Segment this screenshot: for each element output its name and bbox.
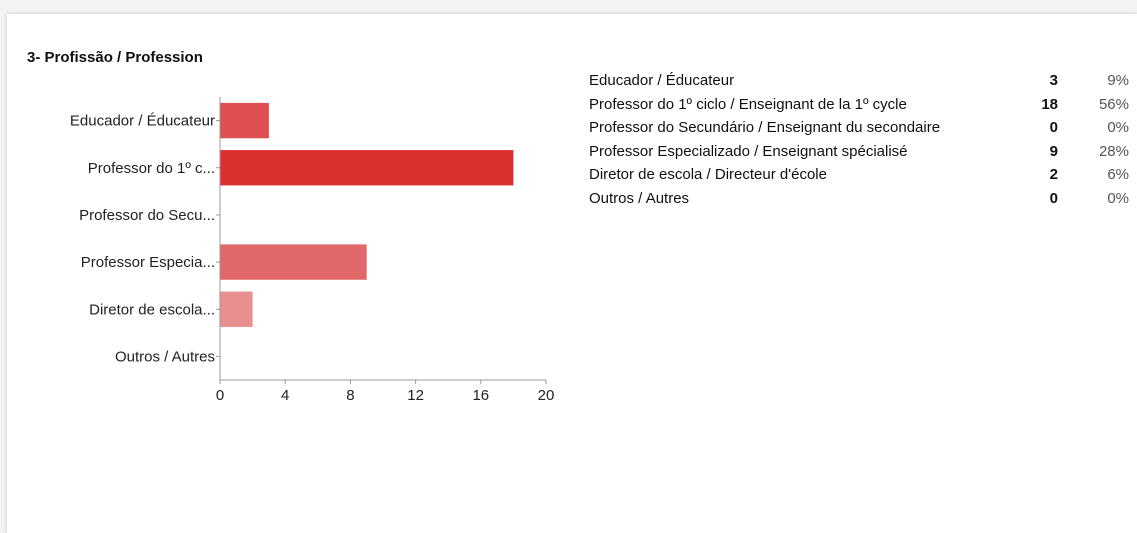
- summary-table: Educador / Éducateur 3 9% Professor do 1…: [589, 72, 1129, 214]
- question-title: 3- Profissão / Profession: [27, 49, 203, 66]
- summary-count: 0: [1049, 189, 1058, 207]
- bar: [220, 244, 367, 280]
- summary-label: Diretor de escola / Directeur d'école: [589, 166, 827, 184]
- summary-row: Professor do 1º ciclo / Enseignant de la…: [589, 96, 1129, 120]
- y-tick-label: Professor Especia...: [81, 254, 215, 271]
- summary-label: Professor do Secundário / Enseignant du …: [589, 119, 941, 137]
- summary-percent: 0%: [1107, 189, 1129, 207]
- y-tick-label: Professor do Secu...: [79, 207, 215, 224]
- question-card: [7, 14, 1137, 533]
- summary-percent: 9%: [1107, 72, 1129, 89]
- summary-percent: 6%: [1107, 166, 1129, 184]
- y-tick-label: Outros / Autres: [115, 348, 215, 365]
- bar: [220, 102, 269, 139]
- x-tick-label: 8: [346, 387, 354, 404]
- summary-percent: 56%: [1098, 95, 1129, 113]
- summary-row: Professor Especializado / Enseignant spé…: [589, 143, 1129, 167]
- summary-row: Diretor de escola / Directeur d'école 2 …: [589, 166, 1129, 190]
- summary-count: 2: [1049, 166, 1058, 184]
- summary-row: Outros / Autres 0 0%: [589, 190, 1129, 214]
- summary-count: 0: [1049, 119, 1058, 137]
- bar: [220, 150, 514, 186]
- summary-count: 18: [1041, 95, 1058, 113]
- summary-percent: 28%: [1098, 142, 1129, 160]
- summary-row: Educador / Éducateur 3 9%: [589, 72, 1129, 96]
- y-tick-label: Diretor de escola...: [89, 301, 215, 318]
- summary-count: 9: [1049, 142, 1058, 160]
- x-tick-label: 12: [407, 387, 424, 404]
- x-tick-label: 16: [472, 387, 489, 404]
- summary-row: Professor do Secundário / Enseignant du …: [589, 119, 1129, 143]
- x-tick-label: 20: [538, 387, 555, 404]
- summary-label: Outros / Autres: [589, 189, 690, 207]
- y-tick-label: Educador / Éducateur: [70, 113, 215, 130]
- summary-percent: 0%: [1107, 119, 1129, 137]
- y-tick-label: Professor do 1º c...: [88, 160, 215, 177]
- summary-label: Professor do 1º ciclo / Enseignant de la…: [589, 95, 907, 113]
- summary-label: Educador / Éducateur: [589, 72, 735, 89]
- x-tick-label: 0: [216, 387, 224, 404]
- summary-label: Professor Especializado / Enseignant spé…: [589, 142, 908, 160]
- bar: [220, 291, 253, 327]
- summary-count: 3: [1049, 72, 1058, 89]
- x-tick-label: 4: [281, 387, 289, 404]
